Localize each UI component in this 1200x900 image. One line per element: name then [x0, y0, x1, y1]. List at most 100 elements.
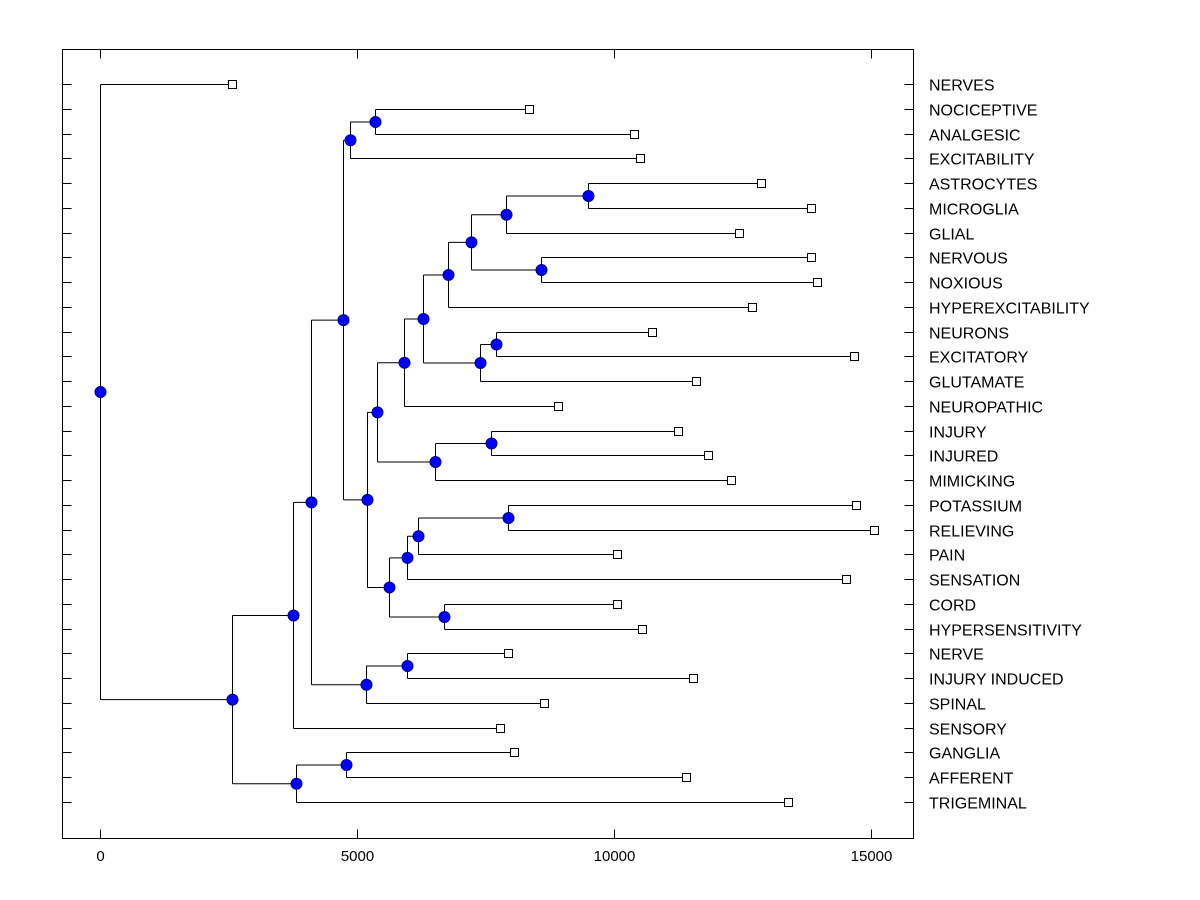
leaf-marker: [613, 600, 622, 609]
node-n16: [412, 530, 425, 543]
node-n17: [401, 551, 414, 564]
leaf-label: ANALGESIC: [929, 128, 1021, 145]
leaf-marker: [228, 80, 237, 89]
node-n9: [474, 357, 487, 369]
node-n8: [490, 338, 503, 351]
node-n18: [438, 611, 451, 623]
leaf-marker: [807, 253, 816, 262]
leaf-label: HYPERSENSITIVITY: [929, 623, 1082, 640]
leaf-label: AFFERENT: [929, 771, 1014, 788]
leaf-marker: [852, 501, 861, 510]
node-n7: [442, 268, 455, 281]
node-n26: [340, 759, 353, 771]
leaf-marker: [807, 204, 816, 213]
leaf-label: EXCITATORY: [929, 350, 1029, 367]
leaf-label: SENSORY: [929, 722, 1007, 739]
leaf-marker: [636, 154, 645, 163]
leaf-label: PAIN: [929, 548, 965, 565]
node-n25: [287, 609, 300, 622]
leaf-label: POTASSIUM: [929, 499, 1022, 516]
leaf-marker: [689, 674, 698, 683]
leaf-marker: [813, 278, 822, 287]
leaf-marker: [496, 724, 505, 733]
leaf-label: MICROGLIA: [929, 202, 1019, 219]
node-n21: [337, 314, 350, 327]
axis-ticks: [62, 49, 914, 839]
node-n11: [398, 356, 411, 369]
leaf-marker: [613, 550, 622, 559]
leaf-label: NERVES: [929, 78, 995, 95]
leaf-marker: [757, 179, 766, 188]
leaf-marker: [630, 130, 639, 139]
leaf-marker: [704, 451, 713, 460]
leaf-label: GANGLIA: [929, 746, 1000, 763]
x-tick-label: 5000: [341, 848, 374, 865]
node-n23: [360, 678, 373, 691]
leaf-label: NOXIOUS: [929, 276, 1003, 293]
leaf-marker: [648, 328, 657, 337]
node-n14: [371, 406, 384, 419]
leaf-label: NOCICEPTIVE: [929, 103, 1037, 120]
leaf-marker: [850, 352, 859, 361]
node-n20: [361, 493, 374, 506]
node-n22: [401, 660, 414, 672]
leaf-marker: [510, 748, 519, 757]
node-n28: [226, 693, 239, 706]
leaf-label: MIMICKING: [929, 474, 1015, 491]
leaf-marker: [682, 773, 691, 782]
leaf-marker: [842, 575, 851, 584]
leaf-label: GLIAL: [929, 227, 974, 244]
leaf-marker: [692, 377, 701, 386]
leaf-label: GLUTAMATE: [929, 375, 1024, 392]
node-n19: [383, 581, 396, 594]
leaf-marker: [638, 625, 647, 634]
node-n15: [502, 512, 515, 524]
x-tick-label: 0: [96, 848, 104, 865]
leaf-label: NERVE: [929, 647, 984, 664]
leaf-marker: [504, 649, 513, 658]
leaf-label: INJURY INDUCED: [929, 672, 1064, 689]
leaf-label: NEURONS: [929, 326, 1009, 343]
leaf-marker: [727, 476, 736, 485]
leaf-label: ASTROCYTES: [929, 177, 1037, 194]
node-n12: [485, 437, 498, 450]
leaf-marker: [748, 303, 757, 312]
leaf-label: SPINAL: [929, 697, 986, 714]
plot-frame: [62, 49, 914, 839]
node-n4: [500, 208, 513, 221]
node-n1: [369, 116, 382, 128]
node-n24: [305, 496, 318, 509]
leaf-label: NERVOUS: [929, 251, 1008, 268]
leaf-label: INJURY: [929, 425, 987, 442]
leaf-markers: [228, 80, 879, 807]
node-n10: [417, 312, 430, 325]
internal-nodes: [94, 116, 595, 790]
x-tick-label: 15000: [851, 848, 893, 865]
leaf-labels: NERVES NOCICEPTIVE ANALGESIC EXCITABILITY AS…: [929, 78, 1090, 813]
leaf-marker: [525, 105, 534, 114]
leaf-marker: [540, 699, 549, 708]
x-axis-tick-labels: 0 5000 10000 15000: [96, 848, 892, 865]
x-tick-label: 10000: [594, 848, 636, 865]
node-n13: [429, 456, 442, 468]
node-n2: [344, 134, 357, 147]
node-n6: [465, 236, 478, 249]
tree-edges: [100, 84, 875, 803]
node-root: [94, 386, 107, 399]
leaf-marker: [674, 427, 683, 436]
leaf-label: HYPEREXCITABILITY: [929, 301, 1090, 318]
leaf-marker: [735, 229, 744, 238]
leaf-label: INJURED: [929, 449, 998, 466]
leaf-label: SENSATION: [929, 573, 1020, 590]
node-n5: [535, 264, 548, 276]
node-n3: [582, 190, 595, 202]
leaf-label: NEUROPATHIC: [929, 400, 1043, 417]
leaf-label: CORD: [929, 598, 976, 615]
node-n27: [290, 777, 303, 790]
leaf-label: TRIGEMINAL: [929, 796, 1027, 813]
leaf-marker: [870, 526, 879, 535]
leaf-marker: [784, 798, 793, 807]
leaf-label: RELIEVING: [929, 524, 1014, 541]
leaf-label: EXCITABILITY: [929, 152, 1035, 169]
